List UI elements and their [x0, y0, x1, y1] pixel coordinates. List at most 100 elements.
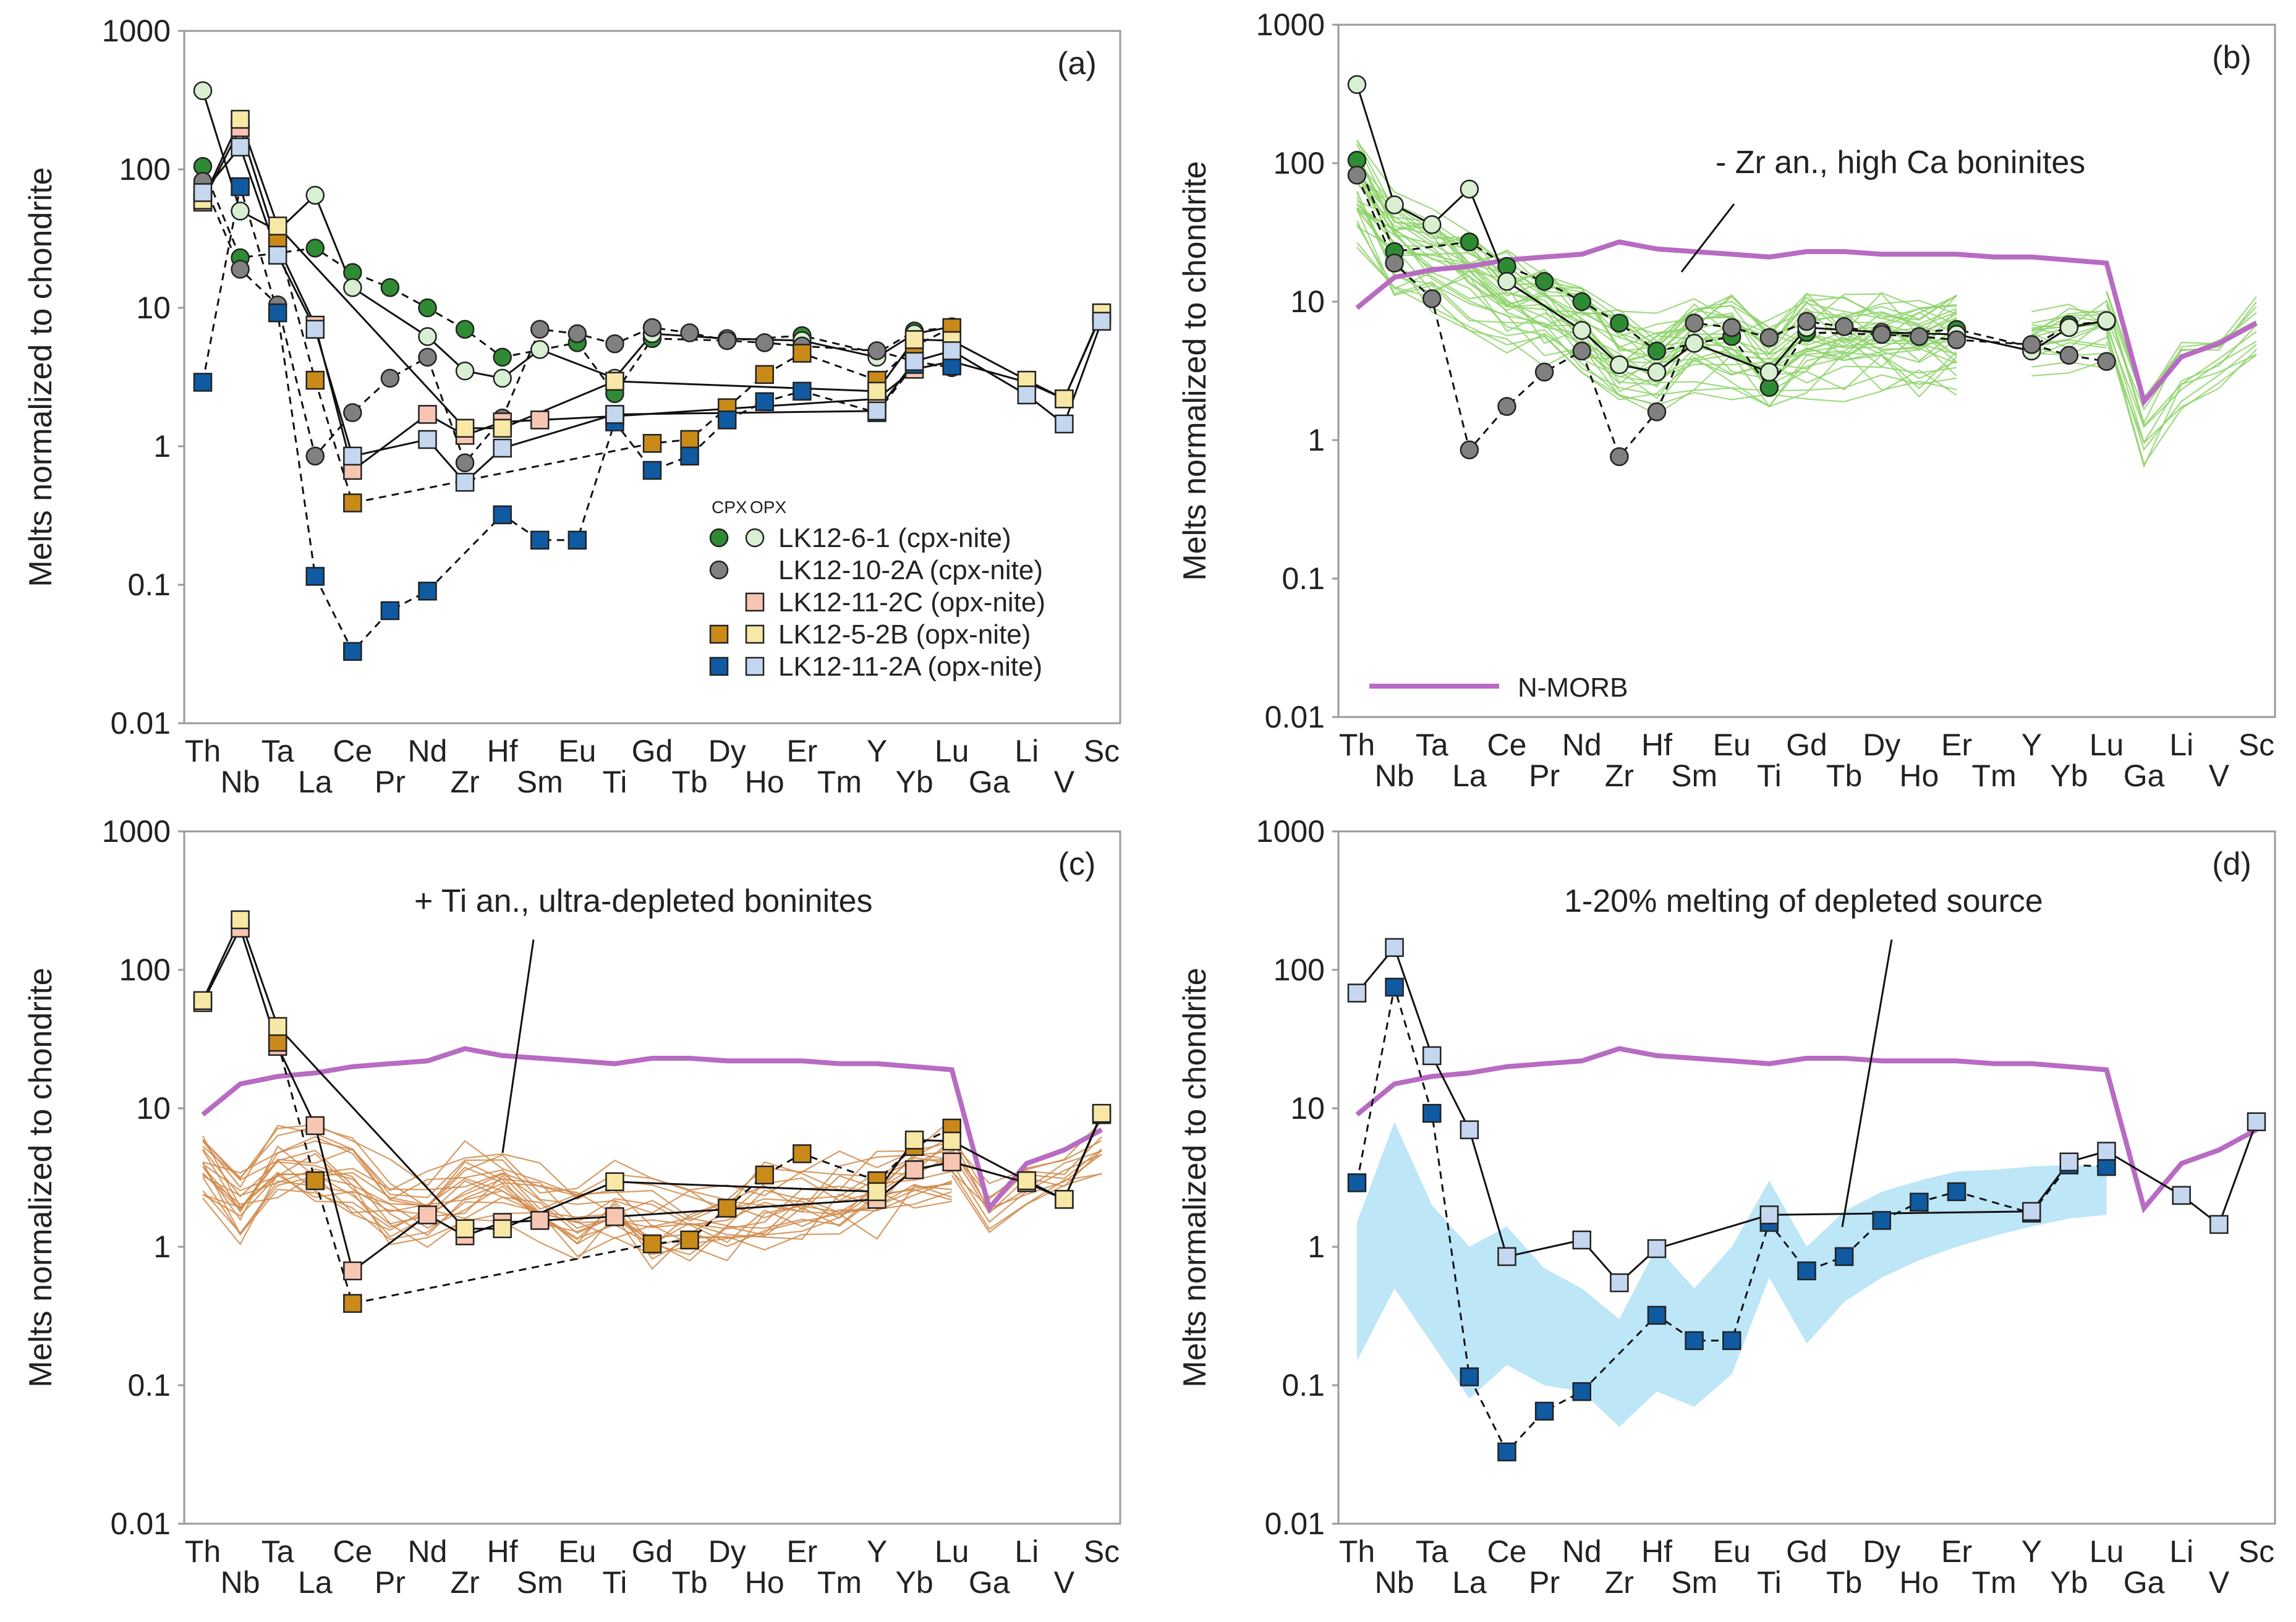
data-point	[343, 1294, 362, 1313]
legend-label: LK12-5-2B (opx-nite)	[778, 619, 1031, 650]
x-tick-label: Ta	[261, 734, 294, 768]
data-point	[793, 1144, 812, 1163]
legend-label: LK12-11-2C (opx-nite)	[778, 587, 1045, 618]
data-point	[305, 567, 325, 586]
x-tick-label: Ce	[333, 734, 372, 768]
data-point	[455, 453, 475, 472]
data-point	[1347, 75, 1367, 94]
x-tick-label: V	[1054, 1565, 1075, 1600]
x-tick-label: Th	[185, 1534, 221, 1569]
x-tick-label: La	[1452, 1565, 1487, 1600]
data-point	[493, 1219, 512, 1239]
x-tick-label: Hf	[1641, 728, 1672, 762]
boninite-line	[2031, 359, 2107, 377]
x-tick-label: Ce	[1487, 1534, 1527, 1569]
x-tick-label: Y	[2022, 728, 2042, 762]
data-point	[231, 910, 250, 930]
data-point	[904, 330, 924, 349]
annotation-leader	[501, 939, 535, 1153]
x-tick-label: Sm	[1671, 758, 1717, 793]
data-point	[1347, 166, 1367, 185]
data-point	[1497, 397, 1516, 416]
x-tick-label: Ce	[333, 1534, 372, 1569]
x-tick-label: Tm	[1972, 758, 2017, 793]
data-point	[1647, 1306, 1667, 1325]
y-tick-label: 0.1	[127, 1368, 171, 1403]
data-point	[1610, 313, 1629, 333]
legend-cpx-header: CPX	[712, 498, 747, 517]
legend-marker	[709, 656, 729, 676]
data-point	[1347, 983, 1367, 1003]
data-point	[268, 1017, 287, 1036]
boninite-line	[2106, 304, 2257, 427]
x-tick-label: Tb	[671, 1565, 707, 1600]
boninite-line	[202, 1171, 952, 1262]
panel-letter: (c)	[1058, 846, 1096, 882]
x-tick-label: Dy	[708, 734, 746, 768]
data-point	[343, 1261, 362, 1281]
data-point	[268, 216, 287, 236]
boninite-line	[2106, 329, 2257, 466]
data-point	[231, 177, 250, 197]
data-point	[418, 405, 437, 424]
boninite-line	[1356, 169, 1957, 365]
data-point	[1947, 330, 1966, 350]
data-point	[1497, 1247, 1516, 1267]
data-point	[493, 347, 512, 367]
x-tick-label: Er	[786, 1534, 817, 1569]
data-point	[1055, 1190, 1074, 1209]
data-point	[680, 1230, 699, 1250]
data-point	[867, 381, 887, 401]
nmorb-line	[1355, 1046, 2258, 1214]
x-tick-label: La	[298, 765, 333, 799]
data-point	[1647, 362, 1667, 382]
data-point	[1055, 389, 1074, 409]
x-tick-label: Pr	[375, 1565, 406, 1600]
legend-label: LK12-6-1 (cpx-nite)	[778, 523, 1011, 553]
data-point	[2022, 1202, 2041, 1221]
data-point	[530, 1211, 550, 1230]
data-point	[568, 530, 587, 550]
x-tick-label: Nb	[1375, 758, 1414, 793]
x-tick-label: La	[1452, 758, 1487, 793]
legend-marker	[745, 592, 765, 612]
x-tick-label: Y	[867, 1534, 887, 1569]
data-point	[1872, 325, 1891, 344]
boninite-line	[1356, 140, 1957, 350]
data-point	[268, 245, 287, 265]
data-point	[1647, 1239, 1667, 1259]
x-tick-label: Gd	[1786, 1534, 1827, 1569]
data-point	[305, 239, 325, 258]
data-point	[1910, 327, 1929, 346]
data-point	[2209, 1215, 2229, 1234]
field-annotation: 1-20% melting of depleted source	[1564, 883, 2043, 919]
x-tick-label: Tb	[1826, 1565, 1862, 1600]
boninite-line	[1356, 156, 1957, 349]
x-tick-label: Zr	[1605, 758, 1634, 793]
boninite-line	[202, 1173, 952, 1255]
data-point	[642, 1234, 662, 1254]
boninite-line	[951, 1136, 1102, 1210]
data-point	[231, 109, 250, 129]
series-line	[202, 180, 952, 465]
y-tick-label: 1	[153, 1229, 171, 1264]
y-axis-label: Melts normalized to chondrite	[23, 167, 59, 587]
data-point	[680, 446, 699, 466]
y-tick-label: 100	[1273, 953, 1325, 987]
y-tick-label: 1	[1307, 423, 1325, 457]
x-tick-label: Er	[1941, 1534, 1972, 1569]
data-point	[343, 642, 362, 661]
x-tick-label: V	[1054, 765, 1075, 799]
x-tick-label: Sm	[517, 765, 563, 799]
x-tick-label: La	[298, 1565, 333, 1600]
data-point	[942, 1152, 961, 1171]
x-tick-label: V	[2209, 1565, 2230, 1600]
data-point	[1722, 1331, 1741, 1351]
x-tick-label: Hf	[487, 734, 518, 768]
data-point	[1834, 1247, 1854, 1267]
boninite-line	[951, 1173, 1102, 1233]
data-point	[1422, 1046, 1442, 1066]
x-tick-label: Ho	[745, 765, 784, 799]
series-line	[202, 125, 1103, 472]
x-tick-label: Ti	[1757, 1565, 1782, 1600]
